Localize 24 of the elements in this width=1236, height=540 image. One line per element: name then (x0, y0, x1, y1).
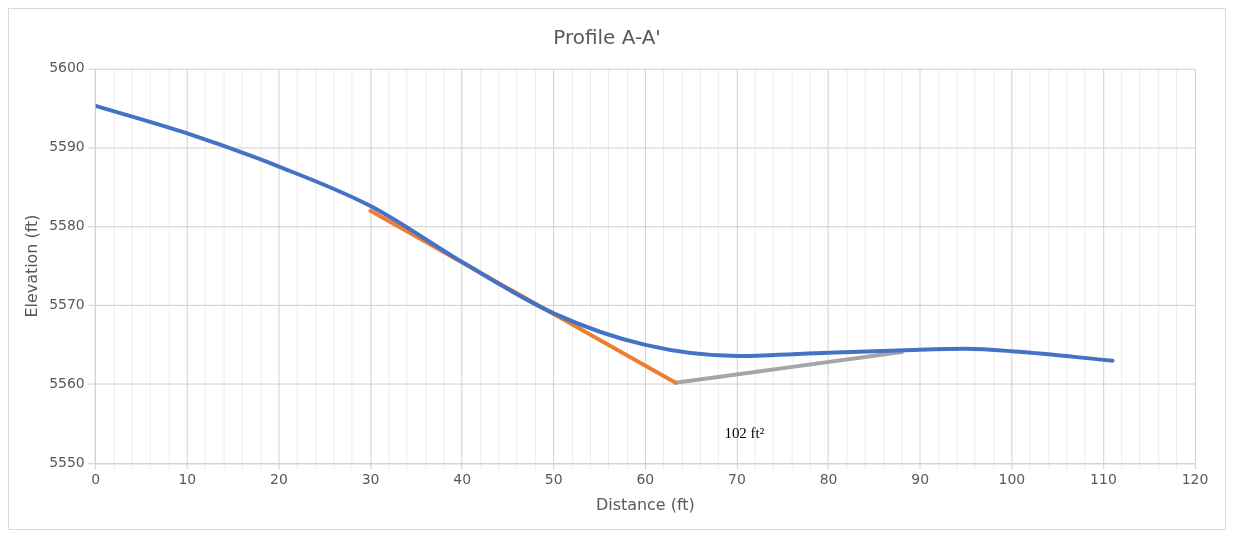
y-axis-title: Elevation (ft) (21, 214, 41, 318)
y-tick-label: 5600 (49, 59, 85, 76)
x-tick-label: 0 (91, 471, 101, 488)
x-tick-label: 10 (178, 471, 197, 488)
x-tick-label: 70 (728, 471, 746, 488)
x-tick-label: 80 (819, 471, 838, 488)
chart-title: Profile A-A' (553, 25, 661, 50)
annotation: 102 ft² (724, 425, 765, 442)
x-tick-label: 120 (1181, 471, 1209, 488)
x-tick-label: 100 (998, 471, 1026, 488)
x-tick-label: 60 (636, 471, 655, 488)
y-tick-label: 5580 (49, 217, 85, 234)
x-axis-title: Distance (ft) (595, 494, 695, 514)
x-tick-label: 40 (453, 471, 472, 488)
line-series (95, 103, 1115, 363)
x-tick-label: 110 (1090, 471, 1117, 488)
x-tick-label: 20 (270, 471, 288, 488)
x-tick-label: 90 (911, 471, 930, 488)
x-tick-label: 30 (361, 471, 380, 488)
x-tick-label: 50 (544, 471, 563, 488)
y-tick-label: 5570 (49, 296, 85, 313)
y-tick-label: 5590 (49, 138, 85, 155)
y-tick-label: 5560 (49, 375, 85, 391)
y-tick-label: 5550 (49, 453, 85, 470)
